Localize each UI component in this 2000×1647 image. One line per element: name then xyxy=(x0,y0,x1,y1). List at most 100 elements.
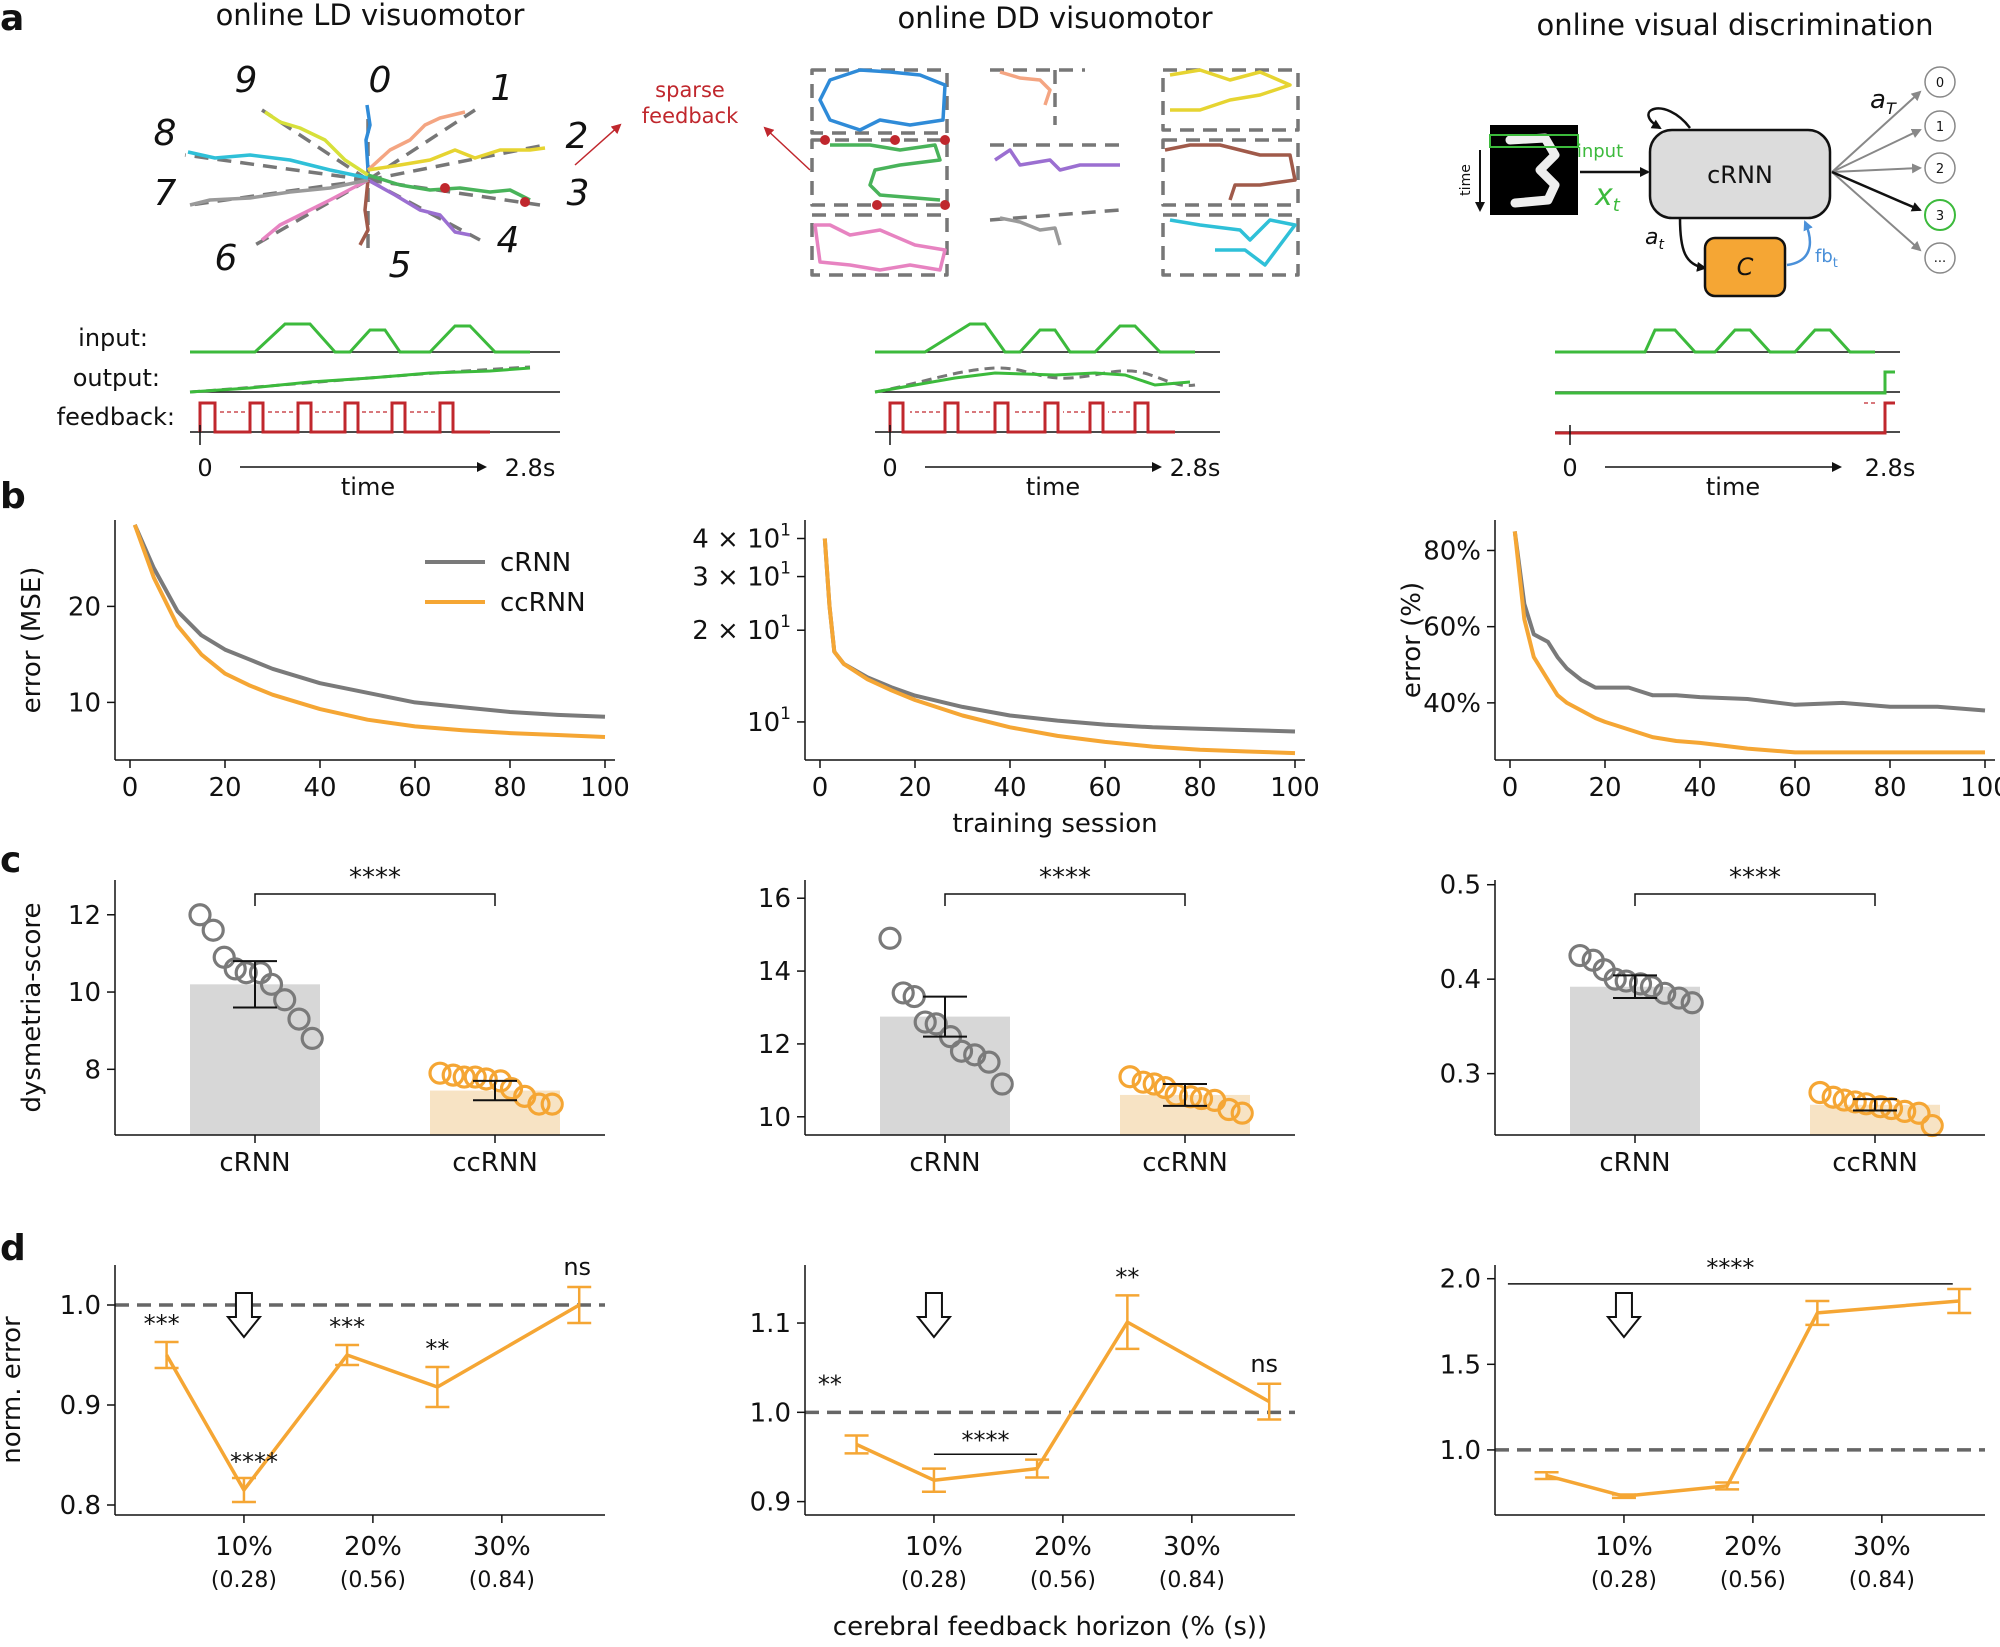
b3-xtick-label: 0 xyxy=(1502,773,1519,803)
c1-point xyxy=(259,972,284,996)
d1-xtick-sublabel: (0.28) xyxy=(211,1568,277,1593)
chart-c2: cRNN ccRNN 10 12 14 16 **** xyxy=(758,863,1295,1178)
b2-ytick-label: 3 × 101 xyxy=(692,559,791,593)
b3-ytick-label: 80% xyxy=(1423,536,1481,566)
c1-point xyxy=(441,1063,465,1087)
d1-ytick-label: 1.0 xyxy=(60,1291,101,1321)
b3-xtick-label: 80 xyxy=(1873,773,1906,803)
d3-ytick-label: 2.0 xyxy=(1440,1265,1481,1295)
d3-down-arrow-icon xyxy=(1605,1292,1643,1339)
b1-xtick-label: 40 xyxy=(303,773,336,803)
chart-d2: 10% (0.28) 20% (0.56) 30% (0.84) 0.9 1.0 1.1 cere… xyxy=(750,1263,1295,1642)
c2-point xyxy=(1189,1086,1214,1111)
chart-d3: 10% (0.28) 20% (0.56) 30% (0.84) 1.0 1.5 2.0 **** xyxy=(1440,1254,1985,1593)
c3-point xyxy=(1639,975,1664,999)
c3-point xyxy=(1628,972,1653,996)
c1-ytick-label: 8 xyxy=(84,1055,101,1085)
input-label: input xyxy=(1577,141,1623,162)
c1-point xyxy=(201,918,225,942)
d3-ytick-label: 1.5 xyxy=(1440,1350,1481,1380)
d1-sig-label: **** xyxy=(230,1448,278,1476)
d2-xtick-label: 20% xyxy=(1034,1532,1092,1562)
t-time-vd: time xyxy=(1706,473,1760,501)
t-end: 2.8s xyxy=(505,454,556,482)
chart-b2: 0 20 40 60 80 100 4 × 101 3 × 101 2 × 101 101 trai… xyxy=(692,520,1320,839)
crnn-box-label: cRNN xyxy=(1707,161,1773,189)
c2-point xyxy=(924,1012,948,1036)
c1-sig-bracket xyxy=(254,893,496,906)
c1-xtick-label: cRNN xyxy=(219,1148,290,1178)
d3-xtick-sublabel: (0.56) xyxy=(1720,1568,1786,1593)
output-row-label: output: xyxy=(73,364,160,392)
b1-xtick-label: 100 xyxy=(580,773,630,803)
c3-point xyxy=(1843,1090,1867,1114)
panel-letter-c: c xyxy=(0,840,21,881)
t-time: time xyxy=(341,473,395,501)
c3-point xyxy=(1821,1085,1845,1109)
c1-ylabel: dysmetria-score xyxy=(17,902,47,1112)
b1-xtick-label: 0 xyxy=(122,773,139,803)
b2-xtick-label: 80 xyxy=(1183,773,1216,803)
d2-xlabel: cerebral feedback horizon (% (s)) xyxy=(833,1612,1267,1642)
c2-point xyxy=(1118,1065,1142,1089)
digit-6: 6 xyxy=(215,238,238,279)
c1-point xyxy=(540,1092,564,1116)
c3-point xyxy=(1667,986,1691,1010)
d2-sig-label: ** xyxy=(1115,1263,1139,1291)
d2-xtick-sublabel: (0.84) xyxy=(1159,1568,1225,1593)
c2-point xyxy=(949,1039,974,1063)
feedback-row-label: feedback: xyxy=(57,403,175,431)
d1-down-arrow-icon xyxy=(225,1292,263,1339)
d2-ytick-label: 1.0 xyxy=(750,1398,791,1428)
out-more: ... xyxy=(1934,251,1946,266)
digit-3: 3 xyxy=(567,173,590,214)
b2-line-ccRNN xyxy=(822,538,1296,756)
b2-xlabel: training session xyxy=(952,809,1157,839)
d3-xtick-label: 10% xyxy=(1595,1532,1653,1562)
b1-line-cRNN xyxy=(132,523,606,719)
b3-line-ccRNN xyxy=(1512,531,1985,755)
c2-ytick-label: 10 xyxy=(758,1103,791,1133)
d1-sig-label: *** xyxy=(329,1313,365,1341)
b3-line-cRNN xyxy=(1512,531,1986,713)
c1-point xyxy=(428,1061,452,1085)
b1-legend-label: cRNN xyxy=(500,548,571,578)
c2-sig-bracket xyxy=(944,893,1186,906)
b1-xtick-label: 60 xyxy=(398,773,431,803)
c3-sig-label: **** xyxy=(1729,863,1781,893)
c1-point xyxy=(234,961,258,985)
c-box xyxy=(1703,236,1787,298)
b2-xtick-label: 40 xyxy=(993,773,1026,803)
out-2: 2 xyxy=(1936,162,1944,177)
timeline-dd: 0 time 2.8s xyxy=(874,322,1220,501)
d2-down-arrow-icon xyxy=(915,1292,953,1339)
t-start-dd: 0 xyxy=(882,454,897,482)
c3-xtick-label: ccRNN xyxy=(1832,1148,1918,1178)
c3-point xyxy=(1868,1095,1893,1119)
chart-c1: cRNN ccRNN 8 10 12 dysmetria-score **** xyxy=(17,863,605,1178)
d3-xtick-sublabel: (0.28) xyxy=(1591,1568,1657,1593)
d2-xtick-sublabel: (0.56) xyxy=(1030,1568,1096,1593)
d1-sig-label: *** xyxy=(144,1310,180,1338)
d1-sig-label: ns xyxy=(563,1253,591,1281)
out-0: 0 xyxy=(1936,76,1944,91)
crnn-box xyxy=(1648,128,1832,220)
b2-xtick-label: 20 xyxy=(898,773,931,803)
c3-point xyxy=(1603,967,1627,991)
digit-7: 7 xyxy=(154,173,177,214)
timeline-labels: input: output: feedback: xyxy=(57,324,175,431)
c3-point xyxy=(1614,969,1638,993)
digit-2: 2 xyxy=(566,116,589,157)
chart-b3: 0 20 40 60 80 100 40% 60% 80% error (%) xyxy=(1397,520,2000,803)
c1-point xyxy=(273,988,297,1012)
d2-ytick-label: 0.9 xyxy=(750,1488,791,1518)
b2-xtick-label: 0 xyxy=(812,773,829,803)
c3-point xyxy=(1568,943,1592,968)
d2-sig-label: ** xyxy=(818,1370,842,1398)
b2-xtick-label: 60 xyxy=(1088,773,1121,803)
c3-ytick-label: 0.5 xyxy=(1440,871,1481,901)
time-vertical-label: time xyxy=(1458,164,1474,196)
b3-ytick-label: 40% xyxy=(1423,689,1481,719)
c3-point xyxy=(1907,1101,1931,1125)
b1-ytick-label: 10 xyxy=(68,688,101,718)
